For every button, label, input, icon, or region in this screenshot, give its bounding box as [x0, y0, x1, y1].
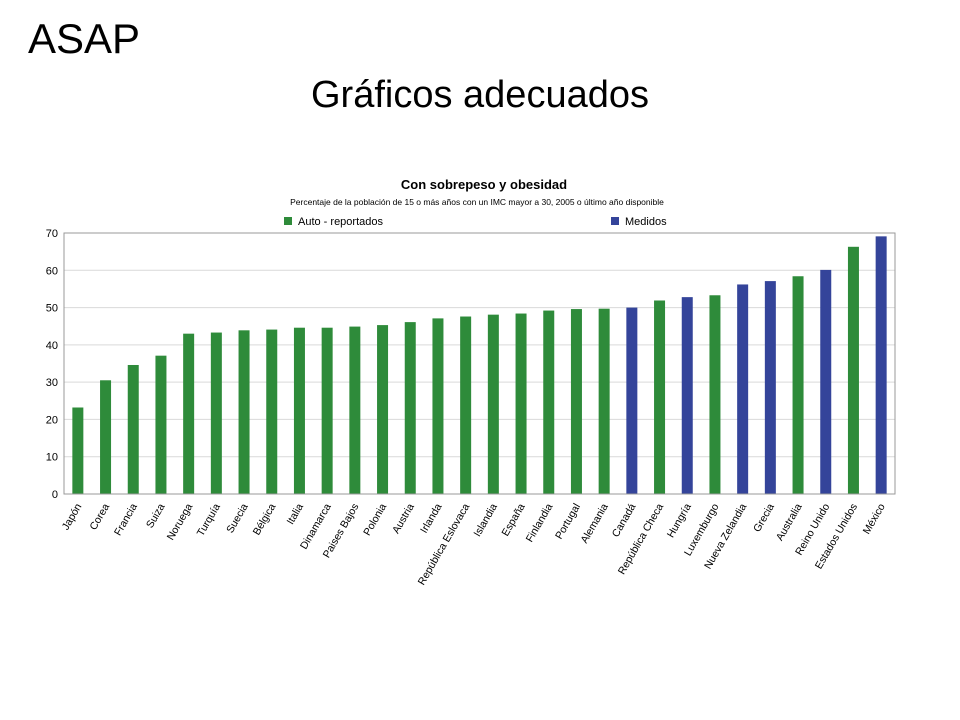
x-tick-label: Polonia: [361, 501, 389, 537]
x-tick-label: Islandia: [471, 501, 500, 538]
bar: [127, 364, 139, 494]
legend-label: Auto - reportados: [298, 216, 383, 228]
chart-title: Con sobrepeso y obesidad: [401, 177, 567, 192]
bar: [432, 318, 444, 494]
bar: [183, 333, 195, 494]
x-tick-label: Turquía: [195, 501, 223, 538]
x-tick-label: Bélgica: [251, 501, 279, 537]
bar: [293, 327, 305, 494]
y-tick-label: 30: [46, 377, 58, 389]
bar: [709, 295, 721, 494]
chart-legend: Auto - reportados Medidos: [284, 216, 667, 228]
bar: [377, 325, 389, 494]
legend-label: Medidos: [625, 216, 667, 228]
y-tick-label: 0: [52, 489, 58, 501]
x-tick-label: Irlanda: [418, 501, 445, 535]
bar: [570, 309, 582, 494]
bar: [792, 276, 804, 494]
legend-swatch: [284, 217, 292, 225]
bar: [266, 329, 278, 494]
bar: [737, 284, 749, 494]
legend-swatch: [611, 217, 619, 225]
bar: [515, 313, 527, 494]
bar: [487, 314, 499, 494]
bar: [654, 300, 666, 494]
x-tick-label: Alemania: [578, 501, 610, 545]
bar: [321, 327, 333, 494]
bar: [72, 407, 84, 494]
x-tick-label: Portugal: [553, 502, 583, 542]
chart-subtitle: Percentaje de la población de 15 o más a…: [290, 197, 664, 207]
x-tick-label: Austria: [390, 501, 417, 535]
plot-frame: [63, 232, 896, 495]
x-tick-label: Suecia: [224, 501, 251, 535]
bar: [626, 307, 638, 494]
bar: [681, 297, 693, 494]
y-tick-label: 40: [46, 340, 58, 352]
x-tick-label: Finlandia: [524, 501, 556, 544]
y-tick-label: 20: [46, 414, 58, 426]
bar: [598, 308, 610, 494]
bar: [349, 326, 361, 494]
bar: [155, 355, 167, 494]
x-tick-label: Grecia: [751, 501, 777, 534]
y-tick-label: 50: [46, 303, 58, 315]
x-tick-label: Hungría: [665, 501, 694, 539]
y-tick-label: 60: [46, 265, 58, 277]
x-tick-label: Noruega: [165, 501, 196, 542]
x-tick-label: Japón: [60, 501, 85, 532]
slide-label: ASAP: [28, 15, 141, 62]
bar: [210, 332, 222, 494]
bar: [460, 316, 472, 494]
slide-title: Gráficos adecuados: [0, 76, 960, 114]
bars: [72, 236, 887, 494]
x-tick-label: Suiza: [144, 501, 168, 530]
bar: [543, 310, 555, 494]
slide-title-text: Gráficos adecuados: [311, 74, 649, 116]
y-tick-label: 10: [46, 452, 58, 464]
bar: [847, 246, 859, 494]
y-axis-ticks: 0 10 20 30 40 50 60 70: [46, 228, 58, 501]
bar: [404, 322, 416, 494]
x-tick-label: Canadá: [610, 501, 639, 539]
x-tick-label: Francia: [112, 501, 140, 537]
bar: [820, 269, 832, 494]
x-tick-label: Australia: [774, 501, 805, 543]
x-tick-label: México: [861, 501, 888, 536]
bar: [764, 281, 776, 494]
bar: [100, 380, 112, 494]
x-tick-label: Italia: [285, 501, 307, 526]
x-tick-label: República Eslovaca: [416, 501, 473, 587]
bar: [875, 236, 887, 494]
x-tick-label: España: [499, 501, 527, 538]
bar: [238, 330, 250, 494]
x-tick-label: Corea: [87, 501, 112, 532]
y-tick-label: 70: [46, 228, 58, 240]
